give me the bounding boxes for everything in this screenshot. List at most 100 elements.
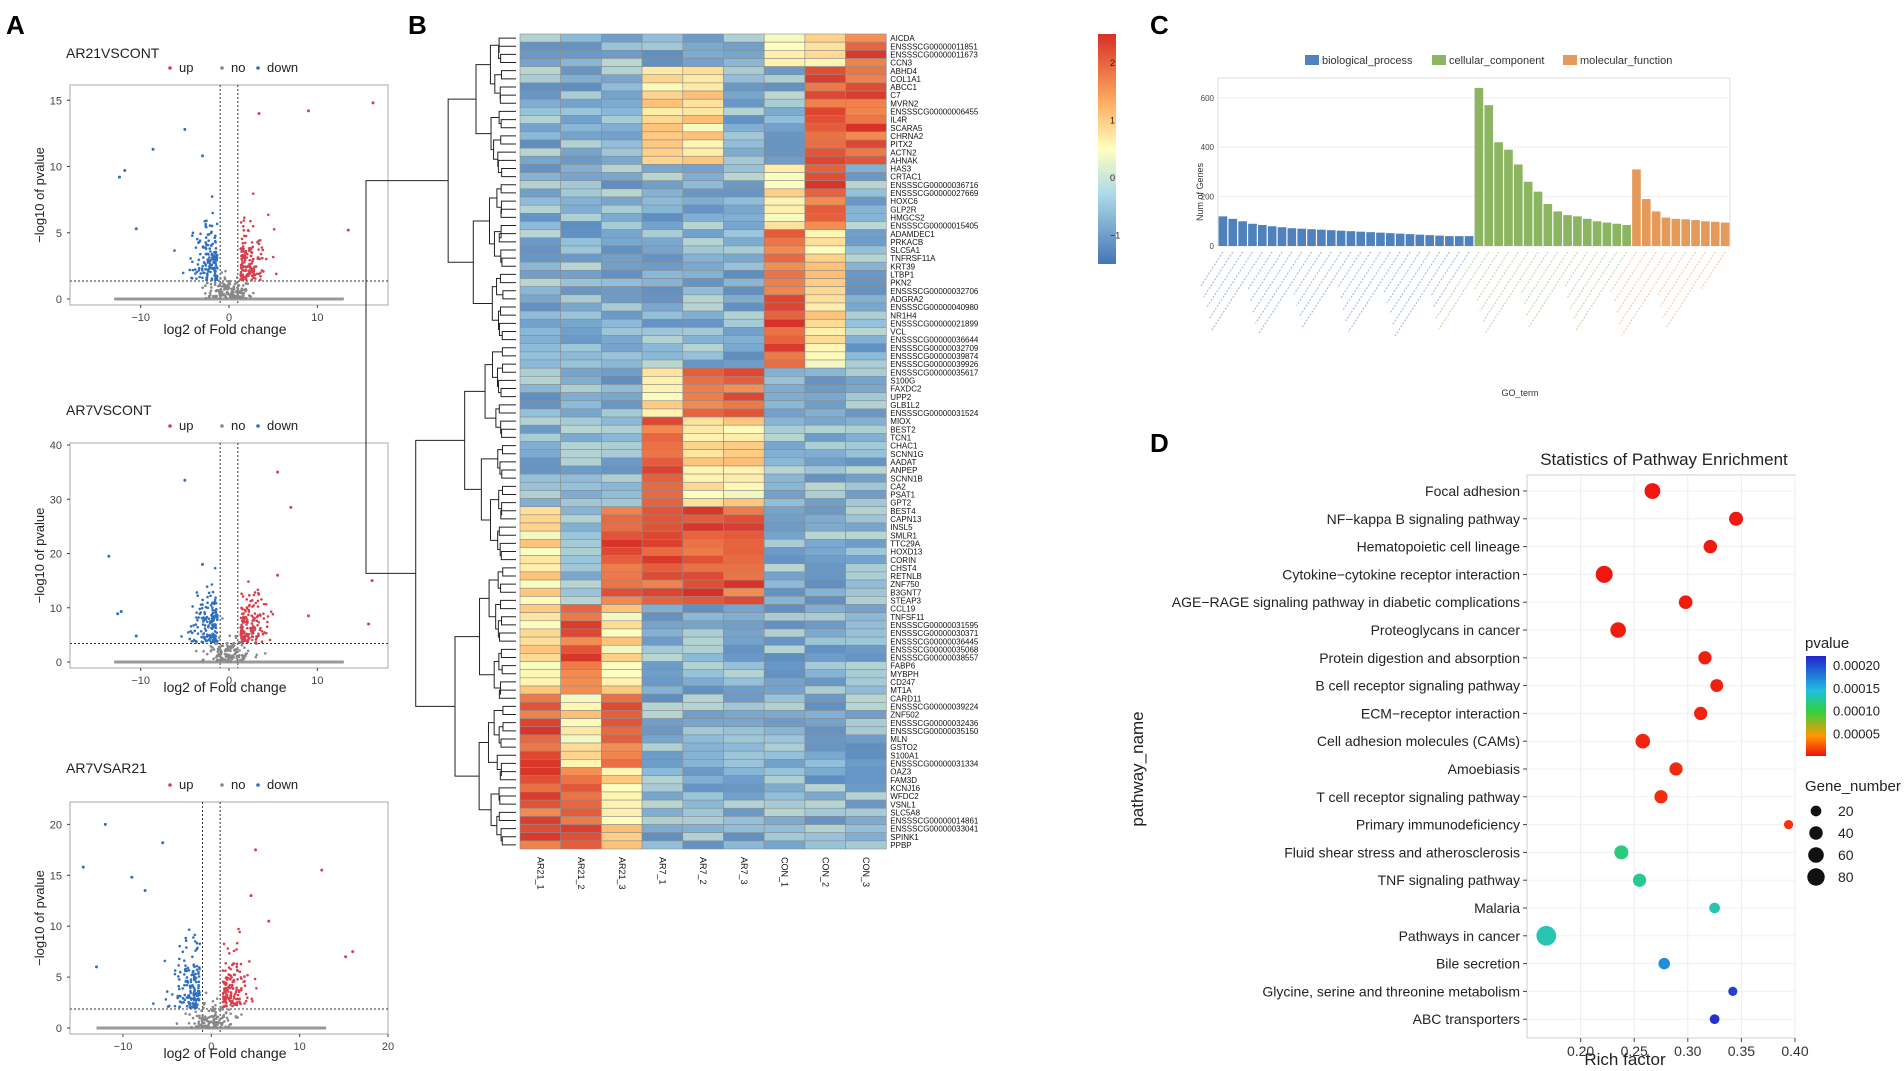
down-point	[202, 256, 205, 259]
heatmap-cell	[804, 221, 846, 230]
heatmap-cell	[763, 359, 806, 369]
heatmap-cell	[763, 270, 806, 279]
up-point	[251, 616, 255, 619]
up-point	[243, 634, 246, 638]
up-point	[243, 256, 247, 260]
gene-label: ENSSSCG00000032709	[890, 344, 979, 353]
up-point	[262, 270, 265, 273]
no-point	[220, 1016, 224, 1020]
no-point	[234, 1015, 238, 1018]
no-point	[224, 1011, 228, 1015]
down-point	[213, 598, 217, 602]
heatmap-cell	[519, 327, 562, 336]
down-point	[188, 637, 192, 641]
pathway-label: ABC transporters	[1413, 1011, 1520, 1027]
heatmap-cell	[723, 335, 765, 344]
up-point	[222, 1000, 225, 1004]
heatmap-cell	[682, 441, 724, 450]
heatmap-cell	[641, 579, 684, 589]
heatmap-cell	[641, 473, 684, 483]
heatmap-cell	[804, 302, 846, 312]
go-y-axis-label: Num of Genes	[1195, 162, 1205, 221]
heatmap-cell	[682, 213, 724, 222]
dendrogram-branch	[495, 408, 501, 428]
heatmap-cell	[845, 131, 887, 141]
go-term-label	[1662, 251, 1706, 318]
heatmap-cell	[845, 139, 887, 149]
no-point	[212, 1008, 216, 1012]
sample-label: AR7_1	[657, 857, 667, 885]
up-point	[239, 962, 243, 966]
heatmap-cell	[804, 710, 846, 719]
up-point	[232, 980, 236, 983]
enrichment-point	[1678, 595, 1693, 610]
heatmap-cell	[560, 530, 602, 540]
heatmap-cell	[601, 123, 643, 133]
heatmap-cell	[682, 563, 724, 573]
down-point	[215, 607, 218, 611]
heatmap-cell	[804, 701, 846, 711]
heatmap-cell	[560, 718, 602, 728]
heatmap-cell	[641, 767, 684, 776]
y-tick-label: 10	[50, 921, 62, 933]
enrichment-point	[1709, 902, 1720, 914]
gene-label: ENSSSCG00000027669	[890, 189, 979, 198]
heatmap-cell	[560, 498, 602, 507]
no-point	[204, 292, 207, 295]
gene-label: ABCC1	[890, 83, 917, 92]
heatmap-cell	[682, 139, 724, 149]
gene-label: CAPN13	[890, 515, 922, 524]
heatmap-cell	[682, 375, 724, 385]
gene-label: KCNJ16	[890, 784, 920, 793]
heatmap-cell	[560, 791, 602, 801]
down-point	[186, 981, 190, 984]
up-point	[245, 598, 249, 601]
heatmap-cell	[845, 718, 887, 728]
heatmap-cell	[763, 538, 806, 548]
heatmap-cell	[804, 359, 846, 369]
heatmap-cell	[804, 58, 846, 67]
heatmap-cell	[682, 359, 724, 369]
heatmap-cell	[560, 286, 602, 296]
heatmap-cell	[682, 661, 724, 670]
dendrogram-branch	[499, 771, 516, 781]
heatmap-cell	[519, 547, 562, 556]
heatmap-cell	[601, 237, 643, 247]
heatmap-cell	[845, 66, 887, 76]
x-tick-label: 10	[311, 312, 323, 324]
heatmap-cell	[601, 449, 643, 459]
heatmap-cell	[723, 278, 765, 287]
go-term-label	[1296, 251, 1332, 306]
no-point	[207, 1009, 211, 1013]
gene-label: CARD11	[890, 694, 922, 703]
heatmap-cell	[519, 172, 562, 182]
down-point	[216, 616, 219, 620]
gene-label: B3GNT7	[890, 588, 922, 597]
no-point	[252, 291, 255, 295]
heatmap-cell	[763, 433, 806, 442]
no-point	[218, 645, 222, 649]
down-point	[208, 247, 212, 250]
heatmap-cell	[723, 547, 765, 556]
up-point	[257, 248, 260, 251]
heatmap-cell	[723, 685, 765, 695]
up-point	[251, 605, 254, 608]
down-point	[202, 271, 205, 275]
dendrogram-branch	[501, 167, 516, 178]
no-point	[211, 646, 214, 649]
heatmap-cell	[560, 335, 602, 344]
gene-label: MYBPH	[890, 670, 919, 679]
heatmap-cell	[560, 327, 602, 336]
down-point	[206, 233, 210, 236]
heatmap-cell	[641, 636, 684, 646]
heatmap-cell	[601, 318, 643, 328]
down-point	[192, 639, 195, 643]
up-point	[255, 986, 258, 990]
heatmap-cell	[723, 375, 765, 385]
up-point	[222, 1005, 225, 1009]
enrichment-x-axis-label: Rich factor	[1584, 1050, 1666, 1069]
down-point	[204, 236, 208, 239]
up-point	[241, 261, 244, 265]
dendrogram-branch	[498, 689, 516, 699]
heatmap-cell	[519, 384, 562, 393]
